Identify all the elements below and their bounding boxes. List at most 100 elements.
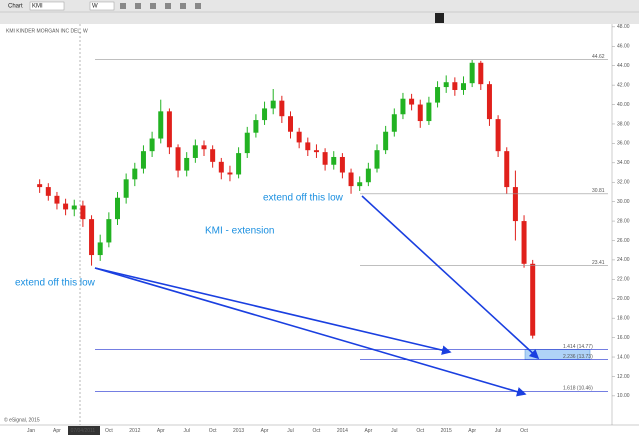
candle-body: [218, 161, 224, 173]
x-tick-label: Jul: [391, 428, 397, 434]
candle-body: [149, 138, 155, 152]
candle-body: [400, 98, 406, 115]
candle-body: [391, 114, 397, 132]
fib-label: 1.618 (10.46): [563, 386, 593, 392]
x-tick-label: Oct: [313, 428, 321, 434]
candle-body: [54, 195, 60, 204]
candle-body: [288, 116, 293, 132]
candle-body: [262, 108, 268, 121]
y-tick-label: 42.00: [617, 82, 630, 88]
candle-body: [530, 263, 536, 336]
y-tick-label: 30.00: [617, 199, 630, 205]
x-tick-label: 2015: [441, 428, 452, 434]
candle-body: [452, 82, 458, 90]
y-tick-label: 16.00: [617, 335, 630, 341]
y-tick-label: 26.00: [617, 238, 630, 244]
interval[interactable]: W: [92, 4, 98, 10]
candle-body: [270, 100, 276, 109]
x-tick-label: Apr: [53, 428, 61, 434]
candle-body: [236, 153, 242, 175]
candle-body: [244, 132, 250, 154]
interval-box[interactable]: [89, 1, 115, 11]
tool-icon[interactable]: [195, 3, 201, 9]
chart-header: KMI KINDER MORGAN INC DEL, W: [6, 28, 88, 34]
candle-body: [296, 131, 302, 143]
arrow: [94, 267, 452, 355]
candle-body: [469, 62, 475, 84]
tool-icon[interactable]: [120, 3, 126, 9]
candle-body: [374, 150, 380, 169]
arrow: [361, 195, 540, 360]
candle-body: [486, 84, 492, 120]
candle-body: [89, 219, 95, 256]
candle-body: [478, 62, 484, 85]
candle-body: [365, 168, 371, 183]
tool-icon[interactable]: [180, 3, 186, 9]
x-tick-label: Apr: [364, 428, 372, 434]
candle-body: [461, 83, 466, 90]
x-tick-label: 2012: [129, 428, 140, 434]
candle-body: [417, 104, 423, 122]
y-tick-label: 12.00: [617, 374, 630, 380]
footer: © eSignal, 2015: [4, 416, 40, 423]
x-tick-label: Apr: [261, 428, 269, 434]
candle-body: [140, 151, 146, 169]
arrow: [94, 267, 527, 397]
candle-body: [158, 111, 164, 139]
candle-body: [192, 145, 198, 158]
symbol[interactable]: KMI: [32, 4, 43, 10]
candle-body: [279, 100, 285, 117]
cursor-date-box: [68, 426, 100, 435]
y-tick-label: 40.00: [617, 102, 630, 108]
symbol-box[interactable]: [29, 1, 65, 11]
annotation: KMI - extension: [205, 226, 274, 237]
fib-label: 2.236 (13.73): [563, 354, 593, 360]
x-tick-label: Apr: [468, 428, 476, 434]
candle-body: [322, 152, 328, 165]
y-tick-label: 28.00: [617, 218, 630, 224]
x-tick-label: 07/04/2011: [71, 428, 96, 434]
candle-body: [504, 151, 510, 188]
candle-body: [45, 187, 51, 196]
y-tick-label: 38.00: [617, 121, 630, 127]
candle-body: [443, 82, 449, 88]
candle-body: [426, 102, 432, 122]
candle-body: [383, 131, 389, 151]
candle-body: [313, 150, 319, 153]
tab[interactable]: Chart: [8, 4, 23, 10]
y-tick-label: 44.00: [617, 63, 630, 69]
candle-body: [435, 87, 441, 103]
annotation: extend off this low: [263, 193, 344, 204]
candle-body: [132, 168, 138, 180]
tool-icons[interactable]: [120, 3, 444, 23]
x-tick-label: Jul: [287, 428, 293, 434]
y-tick-label: 36.00: [617, 141, 630, 147]
x-tick-label: 2014: [337, 428, 348, 434]
candle-body: [305, 142, 311, 151]
tool-icon[interactable]: [165, 3, 171, 9]
x-tick-label: Oct: [209, 428, 217, 434]
tool-icon[interactable]: [150, 3, 156, 9]
candle-body: [97, 242, 103, 256]
candle-body: [512, 187, 518, 222]
candle-body: [184, 157, 190, 171]
candle-body: [106, 219, 112, 243]
y-tick-label: 22.00: [617, 277, 630, 283]
x-tick-label: Oct: [520, 428, 528, 434]
tool-icon[interactable]: [135, 3, 141, 9]
candle-body: [357, 182, 363, 187]
tool-icon[interactable]: [435, 13, 444, 23]
x-tick-label: Oct: [105, 428, 113, 434]
fib-label: 1.414 (14.77): [563, 344, 593, 350]
candle-body: [521, 221, 527, 264]
y-tick-label: 46.00: [617, 44, 630, 50]
candle-body: [166, 111, 172, 148]
y-tick-label: 10.00: [617, 393, 630, 399]
candle-body: [80, 205, 86, 220]
y-tick-label: 34.00: [617, 160, 630, 166]
y-tick-label: 14.00: [617, 354, 630, 360]
candle-body: [37, 184, 43, 188]
candle-body: [63, 203, 69, 210]
